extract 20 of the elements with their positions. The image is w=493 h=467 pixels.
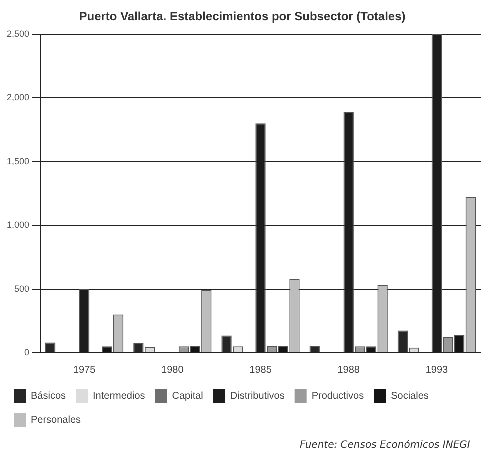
legend-label: Capital <box>172 390 204 402</box>
x-tick-label: 1993 <box>426 364 449 376</box>
x-tick-label: 1985 <box>250 364 272 376</box>
legend-label: Sociales <box>391 390 429 402</box>
x-tick-label: 1980 <box>162 364 184 376</box>
legend-label: Intermedios <box>93 390 146 402</box>
y-tick-label: 2,500 <box>6 28 30 39</box>
y-tick-label: 1,000 <box>6 220 30 230</box>
y-tick-label: 0 <box>24 347 30 358</box>
y-tick-label: 1,500 <box>6 156 30 166</box>
legend-label: Básicos <box>31 390 66 402</box>
legend-label: Productivos <box>312 390 364 402</box>
source-note: Fuente: Censos Económicos INEGI <box>300 440 470 451</box>
x-tick-label: 1975 <box>73 364 96 376</box>
y-tick-label: 500 <box>14 284 30 294</box>
y-tick-label: 2,000 <box>6 92 30 103</box>
legend-label: Distributivos <box>230 390 285 402</box>
x-tick-label: 1988 <box>338 364 360 376</box>
chart-title: Puerto Vallarta. Establecimientos por Subsector (Totales) <box>79 10 406 24</box>
legend-label: Personales <box>31 414 82 426</box>
